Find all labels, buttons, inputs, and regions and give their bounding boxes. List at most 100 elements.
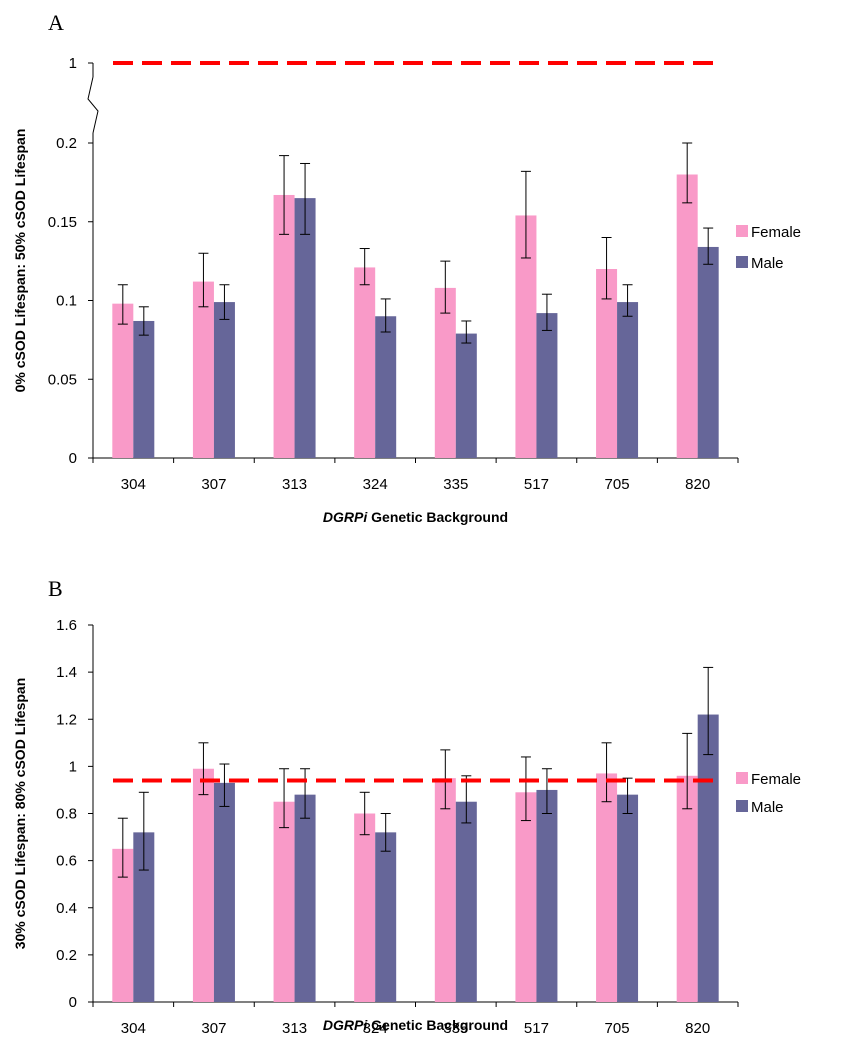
- bar-female-820: [676, 775, 698, 1002]
- x-tick-label: 335: [443, 1020, 468, 1037]
- error-bar: [601, 237, 612, 300]
- legend-swatch-male: [736, 800, 748, 812]
- panel-label: A: [48, 10, 64, 35]
- x-tick-label: 705: [605, 476, 630, 493]
- error-bar: [461, 775, 472, 824]
- bar-male-304: [133, 320, 155, 458]
- y-tick-label: 1.2: [56, 711, 77, 728]
- error-bar: [520, 756, 531, 822]
- error-bar: [380, 813, 391, 852]
- error-bar: [219, 763, 230, 807]
- error-bar: [682, 142, 693, 204]
- y-tick-label: 0.2: [56, 947, 77, 964]
- bar-male-313: [294, 198, 316, 458]
- x-axis-title: DGRPi Genetic Background: [323, 1017, 508, 1033]
- error-bar: [117, 817, 128, 878]
- error-bar: [682, 732, 693, 810]
- bar-female-313: [273, 801, 295, 1002]
- y-tick-label: 0.8: [56, 806, 77, 823]
- y-tick-label: 0.2: [56, 135, 77, 152]
- error-bar: [138, 791, 149, 871]
- bar-male-335: [455, 801, 477, 1002]
- y-tick-label: 0.1: [56, 293, 77, 310]
- bar-male-307: [213, 782, 235, 1002]
- bar-male-705: [617, 302, 639, 458]
- bar-female-304: [112, 303, 134, 458]
- x-axis-title-italic: DGRPi: [323, 1017, 368, 1033]
- bar-male-517: [536, 789, 558, 1002]
- bar-female-335: [434, 778, 456, 1002]
- bar-male-335: [455, 333, 477, 458]
- bar-male-324: [375, 316, 397, 458]
- error-bar: [380, 298, 391, 333]
- error-bar: [440, 260, 451, 314]
- bar-male-517: [536, 313, 558, 458]
- bar-male-820: [697, 246, 719, 458]
- y-tick-label: 0.6: [56, 853, 77, 870]
- x-axis-title: DGRPi Genetic Background: [323, 509, 508, 525]
- x-tick-label: 304: [121, 476, 146, 493]
- x-tick-label: 820: [685, 476, 710, 493]
- bar-female-705: [596, 269, 618, 458]
- error-bar: [198, 252, 209, 308]
- bar-male-705: [617, 794, 639, 1002]
- y-tick-label: 1.6: [56, 617, 77, 634]
- bar-female-304: [112, 848, 134, 1002]
- y-tick-label: 1: [69, 758, 77, 775]
- error-bar: [138, 306, 149, 336]
- x-axis-title-italic: DGRPi: [323, 509, 368, 525]
- error-bar: [520, 170, 531, 259]
- error-bar: [703, 227, 714, 265]
- bar-female-307: [192, 768, 214, 1002]
- error-bar: [359, 791, 370, 836]
- y-tick-label: 1: [69, 55, 77, 72]
- legend-label-male: Male: [751, 255, 784, 272]
- legend-swatch-female: [736, 772, 748, 784]
- error-bar: [622, 284, 633, 317]
- legend-label-female: Female: [751, 771, 801, 788]
- y-tick-label: 1.4: [56, 664, 77, 681]
- x-tick-label: 324: [363, 476, 388, 493]
- chart-panel-a: A 1 0 0.05 0.1 0.15 0.2 304 307 313 324 335 517 705 82…: [12, 10, 801, 525]
- error-bar: [601, 742, 612, 803]
- y-tick-label: 0: [69, 994, 77, 1011]
- bar-female-324: [354, 267, 376, 458]
- x-tick-label: 705: [605, 1020, 630, 1037]
- x-tick-label: 324: [363, 1020, 388, 1037]
- error-bar: [703, 666, 714, 756]
- x-tick-label: 313: [282, 476, 307, 493]
- bar-male-304: [133, 832, 155, 1002]
- legend-label-female: Female: [751, 224, 801, 241]
- y-tick-label: 0: [69, 450, 77, 467]
- bar-female-324: [354, 813, 376, 1002]
- error-bar: [541, 768, 552, 814]
- error-bar: [219, 284, 230, 320]
- x-tick-label: 313: [282, 1020, 307, 1037]
- error-bar: [279, 155, 290, 235]
- bar-female-307: [192, 281, 214, 458]
- error-bar: [300, 768, 311, 819]
- x-tick-label: 304: [121, 1020, 146, 1037]
- bar-female-313: [273, 194, 295, 458]
- x-tick-label: 820: [685, 1020, 710, 1037]
- bar-female-705: [596, 773, 618, 1002]
- y-tick-label: 0.15: [48, 214, 77, 231]
- bar-female-517: [515, 215, 537, 458]
- error-bar: [622, 777, 633, 814]
- x-tick-label: 307: [201, 1020, 226, 1037]
- y-tick-label: 0.4: [56, 900, 77, 917]
- x-tick-label: 517: [524, 476, 549, 493]
- error-bar: [541, 293, 552, 331]
- legend-label-male: Male: [751, 799, 784, 816]
- x-tick-label: 517: [524, 1020, 549, 1037]
- x-tick-label: 307: [201, 476, 226, 493]
- x-axis-title-rest: Genetic Background: [367, 1017, 508, 1033]
- y-axis-title: 0% cSOD Lifespan: 50% cSOD Lifespan: [12, 129, 28, 393]
- legend-swatch-female: [736, 225, 748, 237]
- bar-female-335: [434, 287, 456, 458]
- x-tick-label: 335: [443, 476, 468, 493]
- error-bar: [117, 284, 128, 325]
- bar-male-307: [213, 302, 235, 458]
- y-tick-label: 0.05: [48, 371, 77, 388]
